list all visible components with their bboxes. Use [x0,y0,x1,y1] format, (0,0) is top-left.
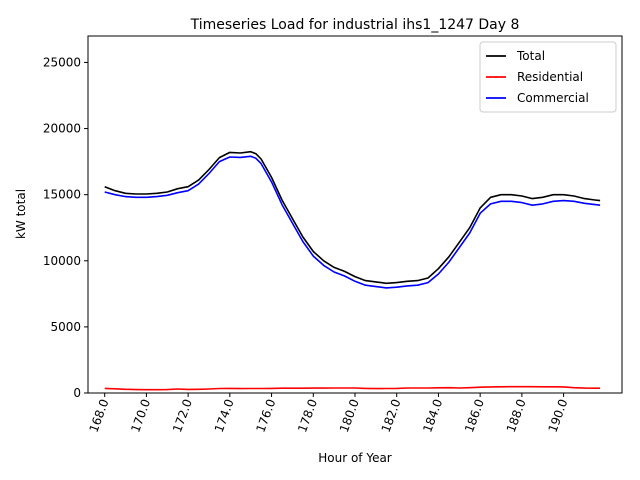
y-tick-label: 5000 [50,320,81,334]
x-tick-label: 178.0 [295,397,320,434]
legend-label-total: Total [516,49,545,63]
y-axis-label: kW total [14,189,28,239]
y-tick-label: 25000 [43,55,81,69]
x-tick-label: 180.0 [337,397,362,434]
legend: Total Residential Commercial [479,41,617,113]
x-tick-label: 168.0 [87,397,112,434]
y-tick-label: 10000 [43,254,81,268]
y-tick-label: 0 [73,386,81,400]
series-line-commercial [104,155,601,289]
series-line-residential [104,385,601,391]
y-tick-label: 20000 [43,122,81,136]
x-tick-label: 170.0 [128,397,153,434]
x-tick-label: 172.0 [170,397,195,434]
x-axis-label: Hour of Year [318,451,392,465]
x-tick-label: 176.0 [253,397,278,434]
x-tick-label: 186.0 [462,397,487,434]
chart-title: Timeseries Load for industrial ihs1_1247… [190,17,520,33]
x-tick-label: 182.0 [379,397,404,434]
series-layer [104,150,601,391]
legend-label-residential: Residential [517,70,583,84]
x-tick-label: 174.0 [212,397,237,434]
x-tick-label: 190.0 [546,397,571,434]
x-tick-label: 188.0 [504,397,529,434]
legend-box [479,41,617,113]
y-tick-label: 15000 [43,188,81,202]
series-line-total [104,150,601,285]
x-tick-label: 184.0 [420,397,445,434]
legend-label-commercial: Commercial [517,91,589,105]
